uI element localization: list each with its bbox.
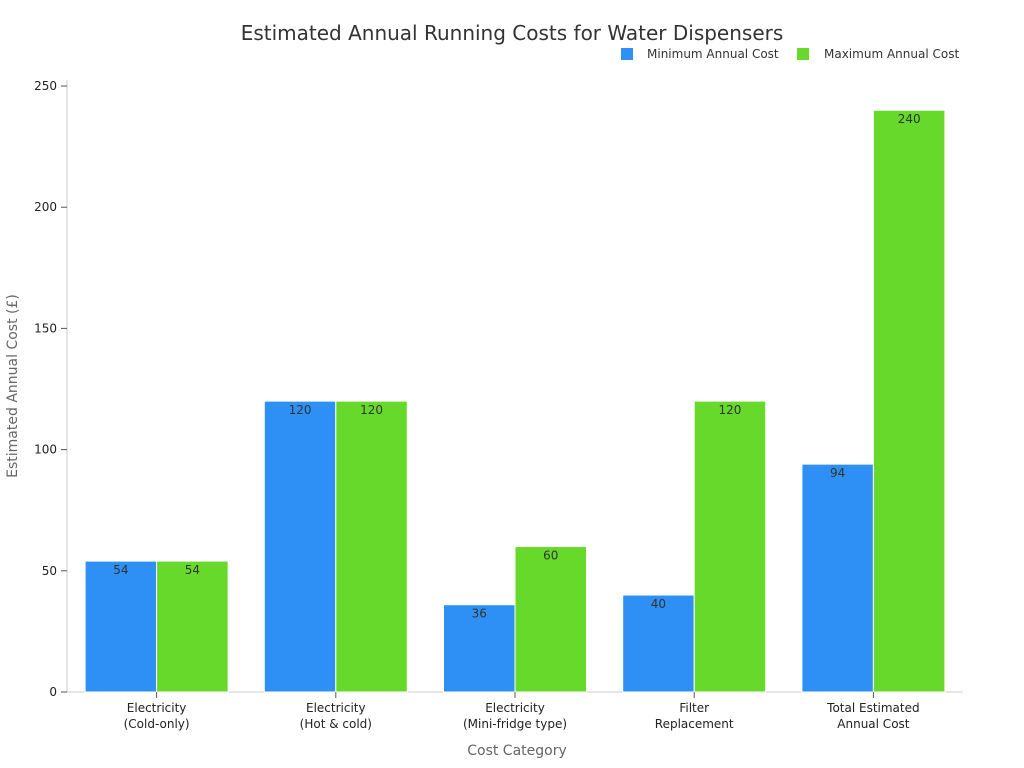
x-tick-label: Replacement (655, 717, 734, 731)
legend-swatch-maximum (797, 48, 809, 60)
x-tick-label: Annual Cost (837, 717, 910, 731)
bar-value-label: 40 (651, 597, 666, 611)
bar-value-label: 120 (718, 403, 741, 417)
bar-maximum (335, 400, 408, 693)
chart-title: Estimated Annual Running Costs for Water… (241, 21, 784, 45)
bars: 54 54 120 120 36 60 40 120 94 240 (84, 109, 946, 693)
y-tick-label: 0 (49, 685, 57, 699)
y-axis-title: Estimated Annual Cost (£) (5, 294, 21, 478)
legend: Minimum Annual Cost Maximum Annual Cost (621, 47, 959, 61)
x-tick-label: Electricity (485, 701, 545, 715)
bar-value-label: 60 (543, 549, 558, 563)
x-tick-label: Electricity (306, 701, 366, 715)
bar-minimum (84, 560, 158, 693)
x-tick-label: (Cold-only) (124, 717, 190, 731)
legend-label-minimum: Minimum Annual Cost (647, 47, 779, 61)
legend-label-maximum: Maximum Annual Cost (824, 47, 959, 61)
x-tick-label: Electricity (127, 701, 187, 715)
bar-maximum (693, 400, 767, 693)
x-tick-label: (Mini-fridge type) (463, 717, 567, 731)
legend-swatch-minimum (621, 48, 633, 60)
x-axis-ticks: Electricity (Cold-only) Electricity (Hot & … (124, 692, 920, 731)
x-tick-label: Filter (679, 701, 709, 715)
bar-value-label: 36 (472, 607, 487, 621)
x-tick-label: Total Estimated (826, 701, 919, 715)
y-tick-label: 150 (34, 321, 57, 335)
bar-minimum (622, 594, 695, 693)
y-tick-label: 250 (34, 79, 57, 93)
y-tick-label: 200 (34, 200, 57, 214)
bar-value-label: 94 (830, 466, 845, 480)
bar-value-label: 120 (360, 403, 383, 417)
bar-value-label: 240 (898, 112, 921, 126)
bar-minimum (801, 463, 874, 693)
bar-value-label: 54 (185, 563, 200, 577)
bar-maximum (156, 560, 229, 693)
y-tick-label: 100 (34, 443, 57, 457)
y-axis-ticks: 0 50 100 150 200 250 (34, 79, 67, 699)
bar-value-label: 120 (289, 403, 312, 417)
y-tick-label: 50 (42, 564, 57, 578)
bar-minimum (263, 400, 337, 693)
bar-minimum (443, 604, 516, 693)
bar-value-label: 54 (113, 563, 128, 577)
x-axis-title: Cost Category (467, 743, 567, 759)
bar-maximum (872, 109, 946, 693)
x-tick-label: (Hot & cold) (300, 717, 372, 731)
bar-maximum (514, 546, 587, 693)
